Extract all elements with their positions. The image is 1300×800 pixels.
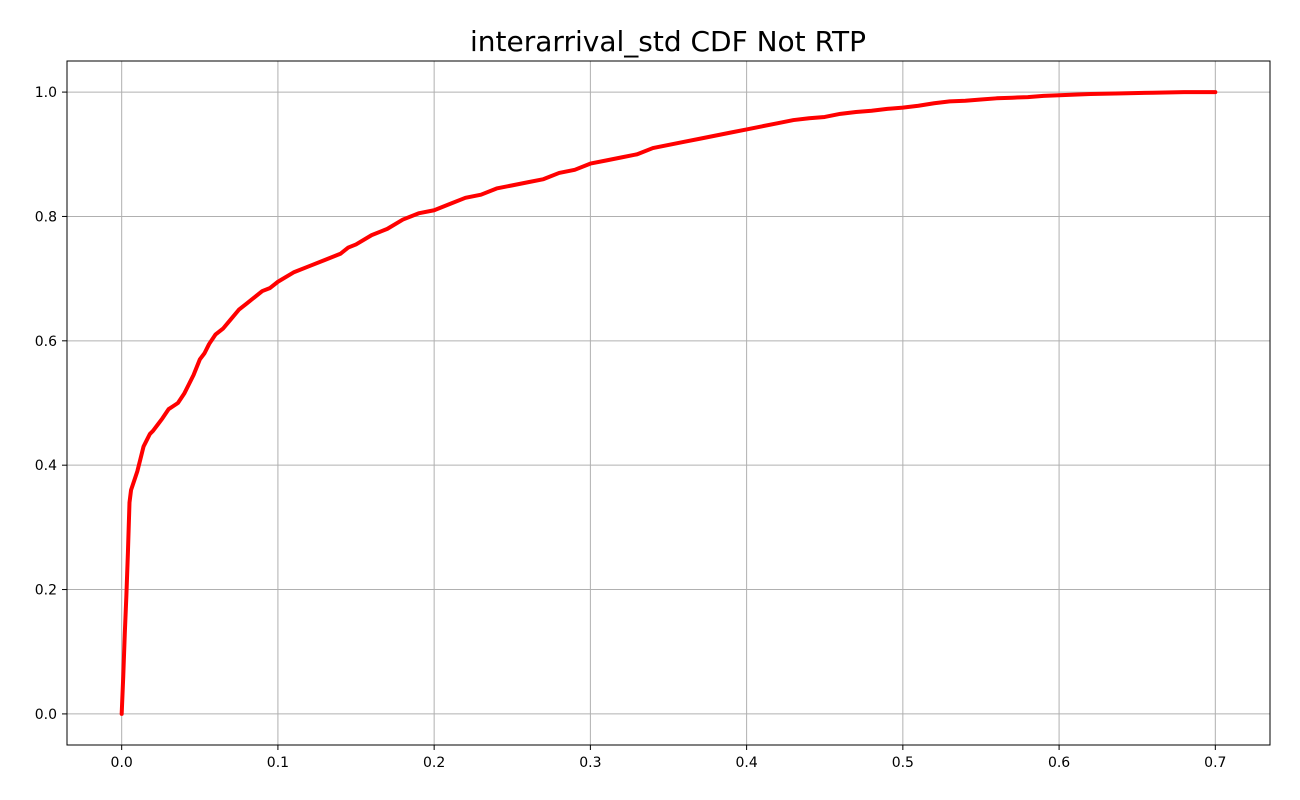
x-tick-label: 0.1 bbox=[267, 755, 289, 771]
y-tick-label: 1.0 bbox=[35, 85, 57, 101]
x-tick-label: 0.7 bbox=[1204, 755, 1226, 771]
axis-ticks: 0.0 0.1 0.2 0.3 0.4 0.5 0.6 0.7 0.0 0.2 0.4 0.6 0.8 1… bbox=[35, 85, 1227, 771]
series-layer bbox=[119, 90, 1218, 716]
x-tick-label: 0.5 bbox=[892, 755, 914, 771]
chart-title: interarrival_std CDF Not RTP bbox=[470, 25, 866, 58]
x-tick-label: 0.3 bbox=[579, 755, 601, 771]
x-tick-label: 0.0 bbox=[111, 755, 133, 771]
x-tick-label: 0.6 bbox=[1048, 755, 1070, 771]
plot-frame bbox=[66, 60, 1271, 746]
y-tick-label: 0.0 bbox=[35, 707, 57, 723]
y-tick-label: 0.6 bbox=[35, 334, 57, 350]
grid bbox=[67, 61, 1270, 745]
y-tick-label: 0.4 bbox=[35, 458, 57, 474]
x-tick-label: 0.2 bbox=[423, 755, 445, 771]
cdf-line bbox=[119, 90, 1218, 716]
x-tick-label: 0.4 bbox=[735, 755, 757, 771]
y-tick-label: 0.8 bbox=[35, 209, 57, 225]
y-tick-label: 0.2 bbox=[35, 583, 57, 599]
